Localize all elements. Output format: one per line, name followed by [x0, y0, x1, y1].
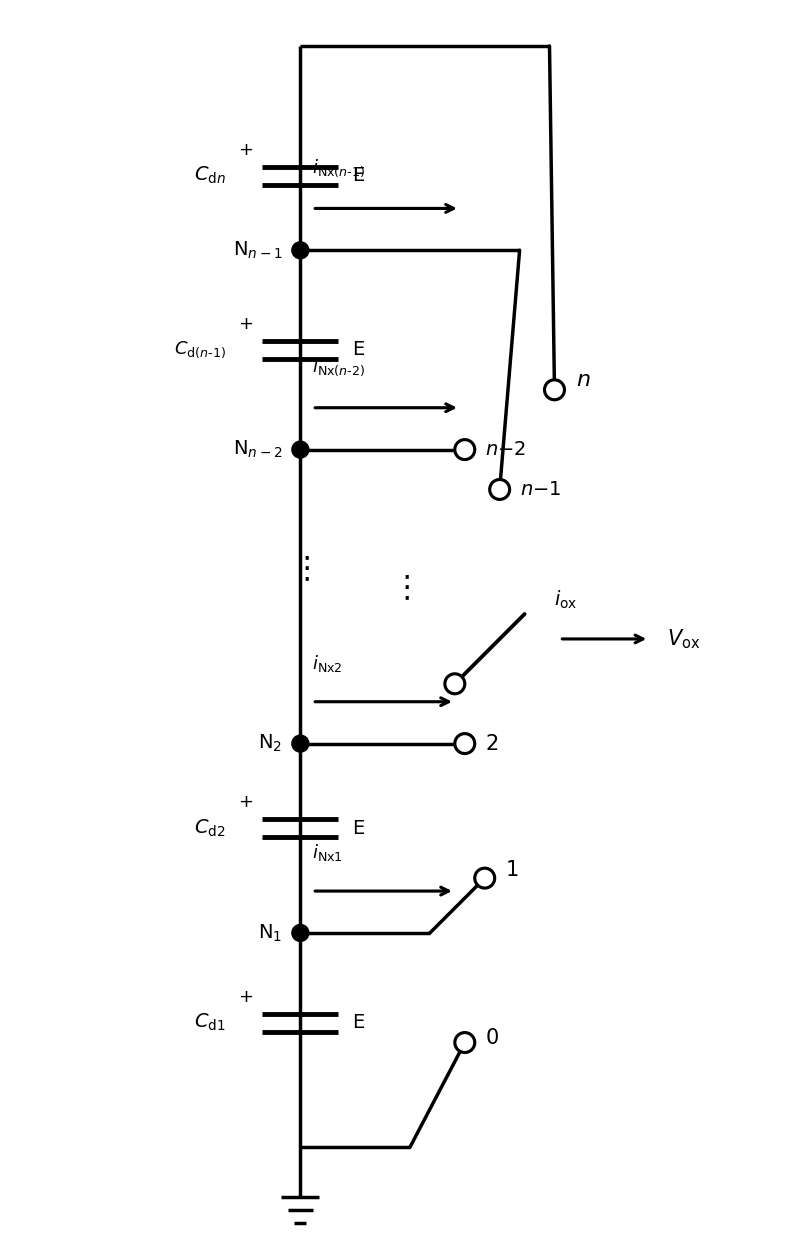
- Text: $2$: $2$: [485, 734, 498, 754]
- Circle shape: [455, 1033, 475, 1052]
- Text: $+$: $+$: [238, 988, 253, 1005]
- Text: $i_{\mathrm{ox}}$: $i_{\mathrm{ox}}$: [554, 588, 578, 611]
- Circle shape: [490, 479, 510, 499]
- Circle shape: [455, 734, 475, 754]
- Circle shape: [292, 924, 309, 942]
- Text: $+$: $+$: [238, 141, 253, 158]
- Text: E: E: [352, 341, 364, 360]
- Text: $\mathrm{N}_2$: $\mathrm{N}_2$: [259, 733, 283, 754]
- Circle shape: [292, 735, 309, 753]
- Circle shape: [445, 674, 465, 694]
- Text: $\vdots$: $\vdots$: [390, 575, 410, 603]
- Text: $i_{\mathrm{Nx}(n\text{-}1)}$: $i_{\mathrm{Nx}(n\text{-}1)}$: [313, 157, 365, 179]
- Text: $i_{\mathrm{Nx}(n\text{-}2)}$: $i_{\mathrm{Nx}(n\text{-}2)}$: [313, 356, 365, 378]
- Text: $\mathrm{N}_{n-2}$: $\mathrm{N}_{n-2}$: [233, 439, 283, 460]
- Circle shape: [455, 439, 475, 459]
- Text: $i_{\mathrm{Nx}1}$: $i_{\mathrm{Nx}1}$: [313, 842, 343, 863]
- Text: $\mathrm{N}_1$: $\mathrm{N}_1$: [259, 922, 283, 944]
- Text: $+$: $+$: [238, 794, 253, 811]
- Circle shape: [475, 868, 494, 888]
- Text: $n{-}2$: $n{-}2$: [485, 440, 526, 459]
- Text: $0$: $0$: [485, 1028, 499, 1047]
- Text: $i_{\mathrm{Nx}2}$: $i_{\mathrm{Nx}2}$: [313, 653, 343, 674]
- Text: $1$: $1$: [505, 860, 518, 881]
- Circle shape: [545, 379, 565, 399]
- Text: E: E: [352, 165, 364, 185]
- Circle shape: [292, 241, 309, 259]
- Text: $V_{\mathrm{ox}}$: $V_{\mathrm{ox}}$: [667, 627, 701, 651]
- Circle shape: [292, 442, 309, 458]
- Text: $n{-}1$: $n{-}1$: [520, 480, 561, 499]
- Text: $+$: $+$: [238, 315, 253, 333]
- Text: $\mathrm{N}_{n-1}$: $\mathrm{N}_{n-1}$: [233, 240, 283, 261]
- Text: E: E: [352, 1013, 364, 1033]
- Text: $C_{\mathrm{d}2}$: $C_{\mathrm{d}2}$: [194, 817, 225, 838]
- Text: $C_{\mathrm{d}1}$: $C_{\mathrm{d}1}$: [194, 1011, 225, 1034]
- Text: $n$: $n$: [576, 369, 591, 389]
- Text: $\vdots$: $\vdots$: [291, 555, 309, 583]
- Text: $C_{\mathrm{d}n}$: $C_{\mathrm{d}n}$: [194, 165, 225, 187]
- Text: $C_{\mathrm{d}(n\text{-}1)}$: $C_{\mathrm{d}(n\text{-}1)}$: [174, 340, 225, 361]
- Text: E: E: [352, 819, 364, 837]
